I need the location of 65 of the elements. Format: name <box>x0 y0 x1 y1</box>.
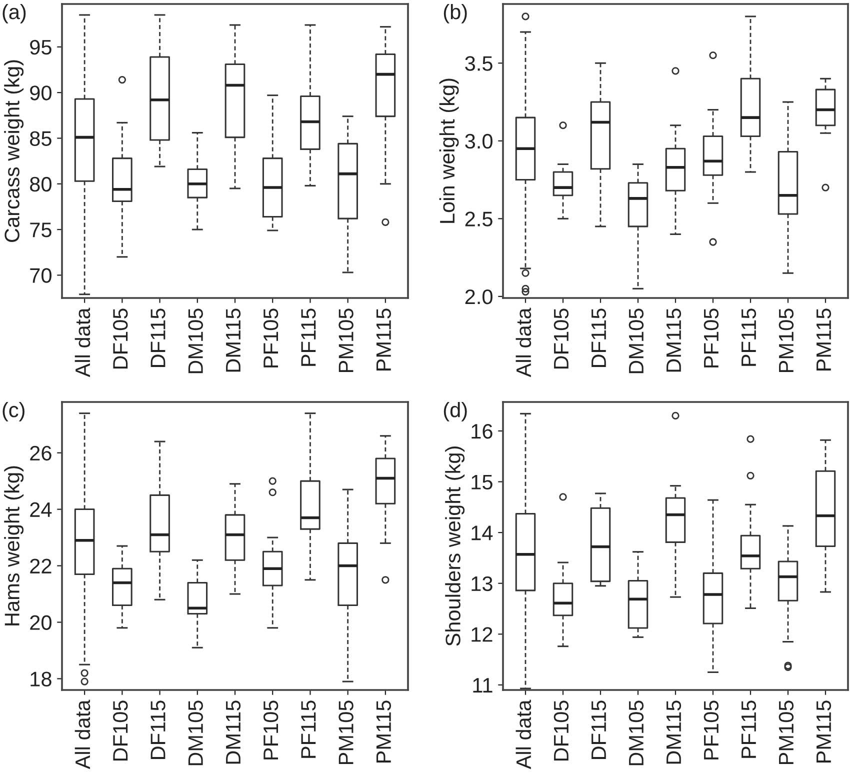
y-tick-label: 18 <box>30 672 52 686</box>
x-tick-label: DF115 <box>592 700 606 760</box>
x-tick-label: DM115 <box>666 700 682 764</box>
x-tick-label: DF105 <box>113 700 128 761</box>
y-tick-label: 70 <box>30 268 52 283</box>
x-tick-label: All data <box>74 308 90 378</box>
y-tick-label: 2.5 <box>465 212 492 226</box>
x-tick-label: DM115 <box>226 308 241 372</box>
y-tick-label: 95 <box>30 40 52 55</box>
x-tick-label: DF115 <box>150 700 166 760</box>
x-tick-label: DM115 <box>666 308 682 372</box>
y-tick-label: 12 <box>472 627 492 642</box>
y-tick-label: 16 <box>472 424 492 439</box>
x-tick-label: PM105 <box>338 700 354 764</box>
x-tick-label: DF105 <box>554 700 569 761</box>
chart-title: (d) <box>444 402 467 422</box>
x-tick-label: PF105 <box>263 700 278 760</box>
x-tick-label: DF105 <box>113 308 128 369</box>
y-tick-label: 80 <box>30 176 52 192</box>
chart-title: (b) <box>444 4 467 24</box>
y-tick-label: 22 <box>30 558 52 574</box>
y-tick-label: 85 <box>30 131 52 146</box>
x-tick-label: PF115 <box>742 308 756 366</box>
x-tick-label: DM105 <box>188 308 203 374</box>
y-tick-label: 2.0 <box>465 289 492 304</box>
x-tick-label: DF105 <box>554 308 569 369</box>
x-tick-label: PF105 <box>704 308 719 368</box>
x-tick-label: PM115 <box>816 308 832 370</box>
y-tick-label: 3.0 <box>465 134 492 149</box>
x-tick-label: PF115 <box>742 700 756 758</box>
x-tick-label: PF105 <box>704 700 719 760</box>
y-axis-title: Carcass weight (kg) <box>4 60 24 242</box>
y-tick-label: 20 <box>30 615 52 630</box>
x-tick-label: PF105 <box>263 308 278 368</box>
x-tick-label: DM105 <box>628 700 644 766</box>
x-tick-label: All data <box>516 700 532 770</box>
x-tick-label: DF115 <box>592 308 606 368</box>
y-axis-title: Shoulders weight (kg) <box>445 446 465 646</box>
y-tick-label: 13 <box>472 576 492 592</box>
x-tick-label: DF115 <box>150 308 166 368</box>
y-tick-label: 14 <box>472 526 493 540</box>
y-tick-label: 75 <box>30 222 52 238</box>
x-tick-label: PF115 <box>301 308 316 366</box>
y-axis-title: Hams weight (kg) <box>4 466 24 626</box>
x-tick-label: PF115 <box>301 700 316 758</box>
y-tick-label: 3.5 <box>465 56 492 71</box>
x-tick-label: PM115 <box>816 700 832 762</box>
x-tick-label: PM115 <box>376 308 392 370</box>
x-tick-label: DM105 <box>628 308 644 374</box>
x-tick-label: DM105 <box>188 700 203 766</box>
x-tick-label: DM115 <box>226 700 241 764</box>
x-tick-label: All data <box>516 308 532 378</box>
y-tick-label: 24 <box>30 502 52 517</box>
x-tick-label: PM115 <box>376 700 392 762</box>
x-tick-label: PM105 <box>778 700 794 764</box>
x-tick-label: PM105 <box>778 308 794 372</box>
y-tick-label: 90 <box>30 86 52 100</box>
chart-title: (a) <box>2 4 26 24</box>
chart-title: (c) <box>2 402 24 422</box>
y-tick-label: 15 <box>472 474 492 490</box>
y-tick-label: 26 <box>30 446 52 461</box>
y-axis-title: Loin weight (kg) <box>439 78 459 223</box>
x-tick-label: All data <box>74 700 90 770</box>
x-tick-label: PM105 <box>338 308 354 372</box>
y-tick-label: 11 <box>473 678 492 692</box>
